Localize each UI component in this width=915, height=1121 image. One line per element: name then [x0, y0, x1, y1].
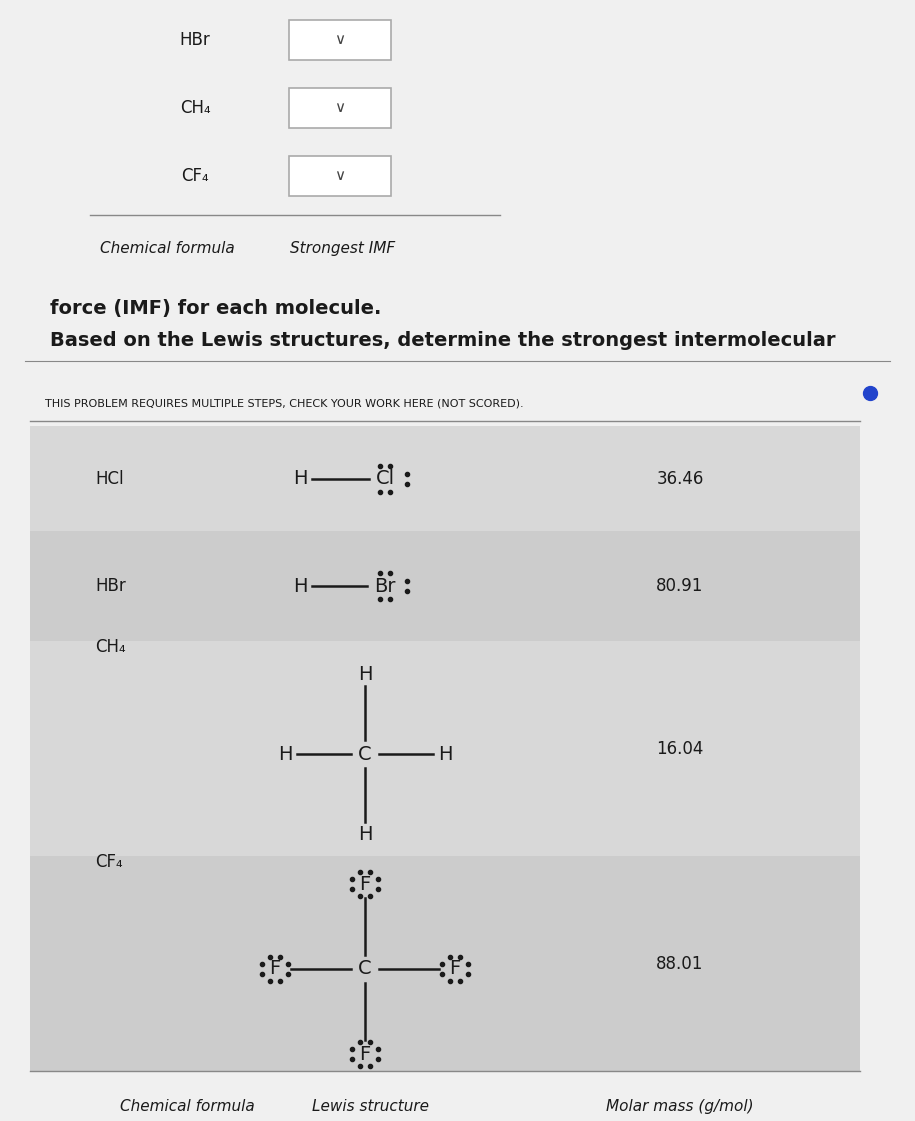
Text: F: F — [360, 1045, 371, 1064]
Text: H: H — [437, 744, 452, 763]
Text: F: F — [449, 960, 460, 979]
Text: CF₄: CF₄ — [95, 853, 123, 871]
Text: 80.91: 80.91 — [656, 577, 704, 595]
Text: HCl: HCl — [95, 470, 124, 488]
Text: Based on the Lewis structures, determine the strongest intermolecular: Based on the Lewis structures, determine… — [50, 331, 835, 350]
FancyBboxPatch shape — [289, 156, 391, 196]
Text: H: H — [293, 576, 307, 595]
Bar — [30, 856, 860, 1071]
Text: Strongest IMF: Strongest IMF — [290, 241, 395, 256]
Bar — [30, 426, 860, 531]
Text: THIS PROBLEM REQUIRES MULTIPLE STEPS, CHECK YOUR WORK HERE (NOT SCORED).: THIS PROBLEM REQUIRES MULTIPLE STEPS, CH… — [45, 399, 523, 409]
Text: H: H — [358, 825, 372, 843]
Text: Lewis structure: Lewis structure — [311, 1099, 428, 1114]
Text: CF₄: CF₄ — [181, 167, 209, 185]
Text: HBr: HBr — [179, 31, 210, 49]
Text: CH₄: CH₄ — [179, 99, 210, 117]
Text: Cl: Cl — [375, 470, 394, 489]
Text: 16.04: 16.04 — [656, 740, 704, 758]
Text: 88.01: 88.01 — [656, 955, 704, 973]
Text: Molar mass (g/mol): Molar mass (g/mol) — [606, 1099, 754, 1114]
FancyBboxPatch shape — [289, 20, 391, 61]
Bar — [30, 641, 860, 856]
Text: H: H — [278, 744, 292, 763]
Text: Br: Br — [374, 576, 396, 595]
Text: ∨: ∨ — [335, 33, 346, 47]
Text: 36.46: 36.46 — [656, 470, 704, 488]
Text: HBr: HBr — [95, 577, 125, 595]
FancyBboxPatch shape — [289, 89, 391, 128]
Text: H: H — [358, 665, 372, 684]
Text: F: F — [360, 874, 371, 893]
Text: C: C — [358, 744, 371, 763]
Text: force (IMF) for each molecule.: force (IMF) for each molecule. — [50, 299, 382, 318]
Text: Chemical formula: Chemical formula — [100, 241, 235, 256]
Text: CH₄: CH₄ — [95, 638, 125, 656]
Text: ∨: ∨ — [335, 101, 346, 115]
Text: C: C — [358, 960, 371, 979]
Bar — [30, 531, 860, 641]
Text: F: F — [269, 960, 281, 979]
Text: Chemical formula: Chemical formula — [120, 1099, 254, 1114]
Text: H: H — [293, 470, 307, 489]
Text: ∨: ∨ — [335, 168, 346, 184]
